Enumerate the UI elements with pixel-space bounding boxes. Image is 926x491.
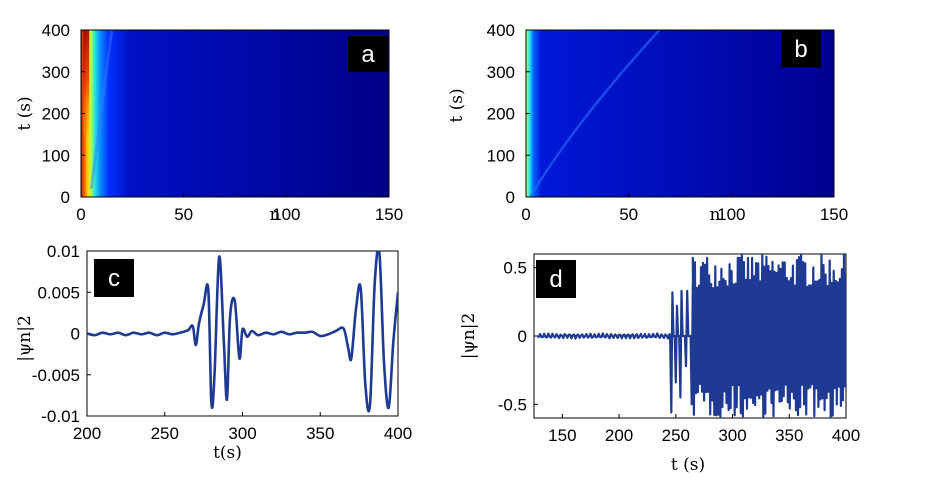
series-line bbox=[537, 254, 846, 418]
panel-c-axes: 200 250 300 350 400 0.01 0.005 0 -0.005 -0.01 bbox=[32, 242, 412, 443]
y-tick-label: 100 bbox=[42, 146, 70, 165]
y-tick-label: 0 bbox=[518, 327, 527, 346]
x-tick-label: 0 bbox=[521, 205, 530, 224]
y-tick-label: 200 bbox=[487, 105, 515, 124]
panel-label: d bbox=[549, 266, 562, 293]
x-tick-label: 0 bbox=[76, 205, 85, 224]
panel-c-label-badge: c bbox=[94, 259, 134, 297]
heatmap-front bbox=[89, 30, 114, 189]
x-tick-label: 300 bbox=[228, 424, 256, 443]
x-tick-label: 250 bbox=[151, 424, 179, 443]
y-tick-label: 0 bbox=[506, 188, 515, 207]
y-tick-label: 0 bbox=[71, 325, 80, 344]
y-tick-label: -0.005 bbox=[32, 366, 80, 385]
y-tick-label: 100 bbox=[487, 146, 515, 165]
y-tick-label: -0.5 bbox=[498, 395, 527, 414]
x-tick-label: 150 bbox=[820, 205, 848, 224]
x-tick-label: 400 bbox=[832, 426, 860, 445]
panel-label: b bbox=[794, 36, 807, 63]
panel-label-box bbox=[781, 30, 821, 68]
x-tick-label: 200 bbox=[605, 426, 633, 445]
y-axis-label: t (s) bbox=[15, 96, 35, 130]
x-tick-label: 50 bbox=[174, 205, 193, 224]
panel-b-axes: 0 50 100 150 0 100 200 300 400 bbox=[487, 21, 849, 224]
y-tick-label: 300 bbox=[487, 63, 515, 82]
x-tick-label: 250 bbox=[662, 426, 690, 445]
y-tick-label: 300 bbox=[42, 63, 70, 82]
y-axis-label: t (s) bbox=[447, 88, 467, 122]
x-tick-label: 350 bbox=[775, 426, 803, 445]
x-axis-label: t(s) bbox=[213, 443, 242, 463]
x-tick-label: 350 bbox=[306, 424, 334, 443]
x-axis-label: n bbox=[270, 205, 281, 225]
panel-a-axes: 0 50 100 150 0 100 200 300 400 bbox=[42, 21, 404, 224]
y-tick-label: -0.01 bbox=[41, 407, 80, 426]
x-tick-label: 150 bbox=[548, 426, 576, 445]
y-axis-label: |ψn|2 bbox=[15, 315, 35, 362]
y-tick-label: 0.01 bbox=[47, 242, 80, 261]
x-tick-label: 50 bbox=[619, 205, 638, 224]
x-tick-label: 200 bbox=[73, 424, 101, 443]
y-tick-label: 0.005 bbox=[37, 283, 80, 302]
y-tick-label: 200 bbox=[42, 105, 70, 124]
panel-label-box bbox=[536, 260, 576, 298]
panel-label-box bbox=[348, 36, 388, 72]
panel-d-label-badge: d bbox=[536, 260, 576, 298]
panel-label: a bbox=[361, 41, 375, 68]
x-tick-label: 100 bbox=[717, 205, 745, 224]
panel-a-heatmap bbox=[81, 30, 389, 197]
series-line bbox=[87, 251, 398, 413]
heatmap-field bbox=[81, 30, 389, 197]
y-tick-label: 400 bbox=[42, 21, 70, 40]
x-tick-label: 300 bbox=[718, 426, 746, 445]
y-tick-label: 400 bbox=[487, 21, 515, 40]
x-axis-label: t (s) bbox=[671, 455, 705, 475]
panel-a-label-badge: a bbox=[348, 36, 388, 72]
y-tick-label: 0 bbox=[61, 188, 70, 207]
panel-d-plot bbox=[537, 254, 846, 418]
x-axis-label: n bbox=[710, 205, 721, 225]
x-tick-label: 400 bbox=[384, 424, 412, 443]
y-tick-label: 0.5 bbox=[503, 259, 527, 278]
panel-label-box bbox=[94, 259, 134, 297]
panel-b-label-badge: b bbox=[781, 30, 821, 68]
x-tick-label: 150 bbox=[375, 205, 403, 224]
heatmap-front bbox=[529, 30, 661, 197]
panel-c-plot bbox=[87, 251, 398, 413]
x-tick-label: 100 bbox=[272, 205, 300, 224]
y-axis-label: |ψn|2 bbox=[459, 313, 479, 360]
heatmap-hot-core bbox=[83, 30, 90, 134]
panel-label: c bbox=[108, 265, 120, 292]
